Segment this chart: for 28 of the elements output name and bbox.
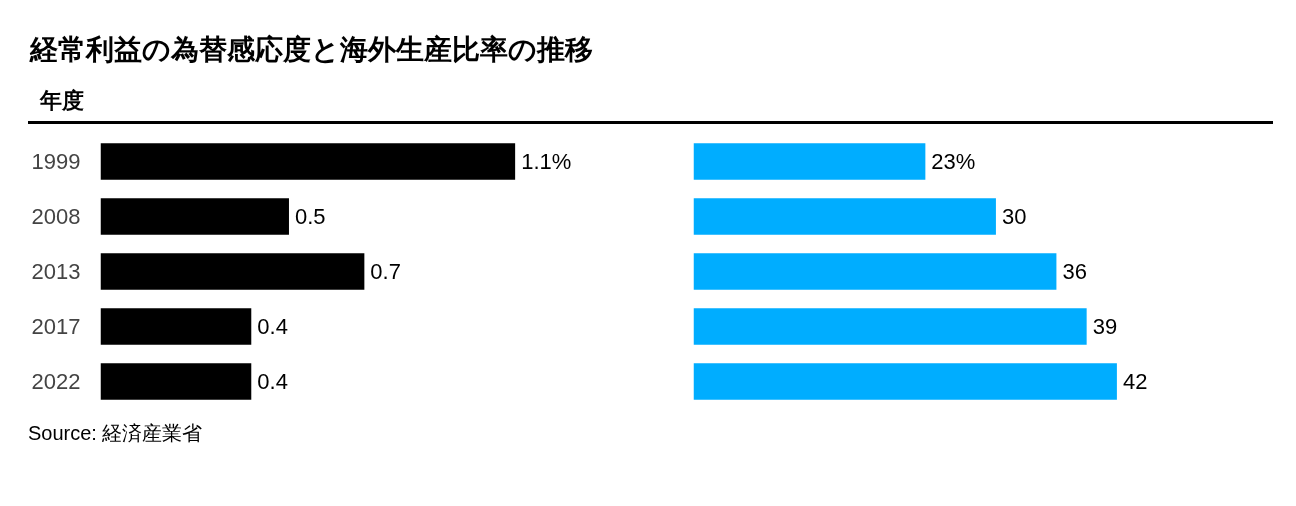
bar	[693, 198, 996, 236]
y-axis-title: 年度	[40, 87, 84, 115]
data-label: 0.4	[257, 314, 288, 340]
data-label: 1.1%	[521, 149, 572, 175]
bar	[693, 253, 1057, 291]
bar	[100, 308, 252, 346]
bar	[100, 143, 516, 181]
bar	[100, 198, 289, 236]
bar	[693, 143, 926, 181]
bar	[100, 253, 365, 291]
data-label: 0.5	[294, 204, 326, 230]
bar	[693, 308, 1087, 346]
data-label: 0.7	[370, 259, 401, 285]
bar	[693, 363, 1117, 401]
chart-title: 経常利益の為替感応度と海外生産比率の推移	[30, 33, 593, 67]
data-label: 23%	[931, 149, 976, 175]
data-label: 30	[1001, 204, 1027, 230]
y-tick-label: 2022	[31, 369, 81, 395]
bar	[100, 363, 252, 401]
y-tick-label: 2008	[31, 204, 81, 230]
source-note: Source: 経済産業省	[28, 421, 203, 447]
data-label: 0.4	[257, 369, 288, 395]
data-label: 36	[1062, 259, 1087, 285]
y-tick-label: 1999	[31, 149, 81, 175]
data-label: 39	[1092, 314, 1118, 340]
y-tick-label: 2013	[31, 259, 81, 285]
y-tick-label: 2017	[31, 314, 81, 340]
data-label: 42	[1122, 369, 1148, 395]
